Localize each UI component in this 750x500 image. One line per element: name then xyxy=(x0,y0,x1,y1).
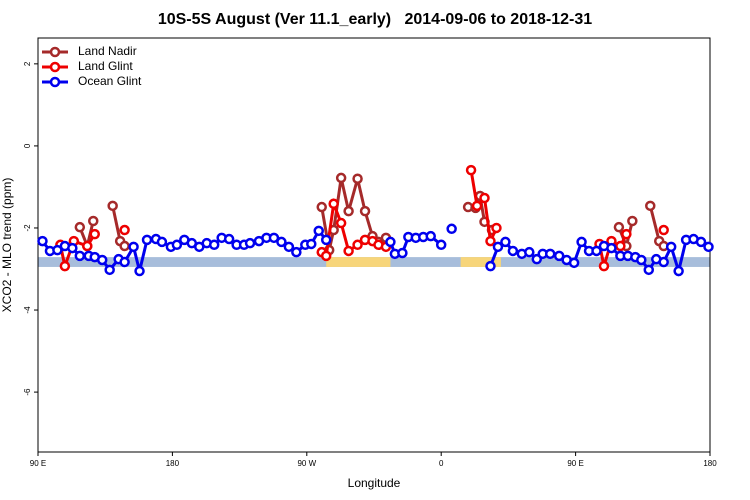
point xyxy=(268,232,280,244)
point xyxy=(479,192,490,204)
point xyxy=(119,256,130,268)
point xyxy=(107,200,118,212)
point xyxy=(96,254,108,266)
x-axis-label: Longitude xyxy=(348,476,401,490)
point xyxy=(568,257,580,269)
legend-marker xyxy=(49,76,61,88)
point xyxy=(658,224,669,236)
point xyxy=(335,217,347,229)
point xyxy=(553,250,565,262)
point xyxy=(500,236,511,248)
point xyxy=(67,242,78,254)
point xyxy=(74,221,86,233)
point xyxy=(576,236,587,248)
point xyxy=(313,225,324,237)
point xyxy=(128,241,139,253)
point xyxy=(621,228,632,240)
x-tick-label: 90 W xyxy=(297,459,316,468)
point xyxy=(544,248,556,260)
point xyxy=(658,256,669,268)
point xyxy=(74,250,86,262)
point xyxy=(673,265,684,277)
point xyxy=(89,228,100,240)
point xyxy=(485,260,496,272)
legend-marker xyxy=(49,61,61,73)
point xyxy=(37,235,48,247)
series-line xyxy=(60,170,663,266)
chart-title: 10S-5S August (Ver 11.1_early) 2014-09-0… xyxy=(158,11,592,28)
point xyxy=(703,241,714,253)
point xyxy=(343,245,354,257)
point xyxy=(643,264,655,276)
y-tick-label: 0 xyxy=(23,143,32,148)
point xyxy=(665,241,677,253)
point xyxy=(397,247,408,259)
y-tick-label: 2 xyxy=(23,61,32,66)
point xyxy=(507,245,519,257)
point xyxy=(223,233,235,245)
point xyxy=(485,235,496,247)
legend-label: Land Nadir xyxy=(78,44,137,58)
point xyxy=(208,239,220,251)
point xyxy=(119,240,130,252)
point xyxy=(335,172,347,184)
point xyxy=(645,200,656,212)
point xyxy=(316,201,327,213)
point xyxy=(613,221,625,233)
point xyxy=(446,223,457,235)
point xyxy=(104,264,115,276)
point xyxy=(598,260,610,272)
point xyxy=(119,224,130,236)
point xyxy=(695,236,707,248)
x-tick-label: 90 E xyxy=(567,459,583,468)
point xyxy=(491,222,502,234)
point xyxy=(320,250,332,262)
point xyxy=(343,205,354,217)
point xyxy=(627,215,638,227)
legend-marker xyxy=(49,46,61,58)
point xyxy=(352,239,363,251)
band-highlight xyxy=(326,257,391,267)
point xyxy=(171,239,183,251)
point xyxy=(283,241,295,253)
x-tick-label: 180 xyxy=(166,459,180,468)
point xyxy=(606,242,617,254)
point xyxy=(359,205,371,217)
point xyxy=(306,238,317,250)
point xyxy=(615,240,626,252)
point xyxy=(82,240,93,252)
point xyxy=(328,198,339,210)
point xyxy=(591,245,602,257)
point xyxy=(465,164,477,176)
point xyxy=(425,230,436,242)
legend-label: Land Glint xyxy=(78,59,133,73)
point xyxy=(291,246,302,258)
point xyxy=(52,244,63,256)
point xyxy=(636,254,647,266)
point xyxy=(88,215,99,227)
y-tick-label: -4 xyxy=(23,306,32,314)
x-tick-label: 0 xyxy=(439,459,444,468)
point xyxy=(352,173,363,184)
point xyxy=(244,237,256,249)
point xyxy=(141,234,153,246)
point xyxy=(134,265,145,277)
point xyxy=(59,260,71,272)
point xyxy=(471,200,483,212)
point xyxy=(276,236,287,248)
y-tick-label: -6 xyxy=(23,388,32,396)
x-tick-label: 90 E xyxy=(30,459,46,468)
point xyxy=(320,234,332,246)
point xyxy=(524,246,535,258)
band-highlight xyxy=(460,257,501,267)
point xyxy=(385,236,396,248)
y-tick-label: -2 xyxy=(23,224,32,232)
y-axis-label: XCO2 - MLO trend (ppm) xyxy=(0,178,14,313)
point xyxy=(492,241,504,253)
legend-label: Ocean Glint xyxy=(78,74,142,88)
point xyxy=(156,236,168,248)
x-tick-label: 180 xyxy=(703,459,717,468)
point xyxy=(435,239,447,251)
